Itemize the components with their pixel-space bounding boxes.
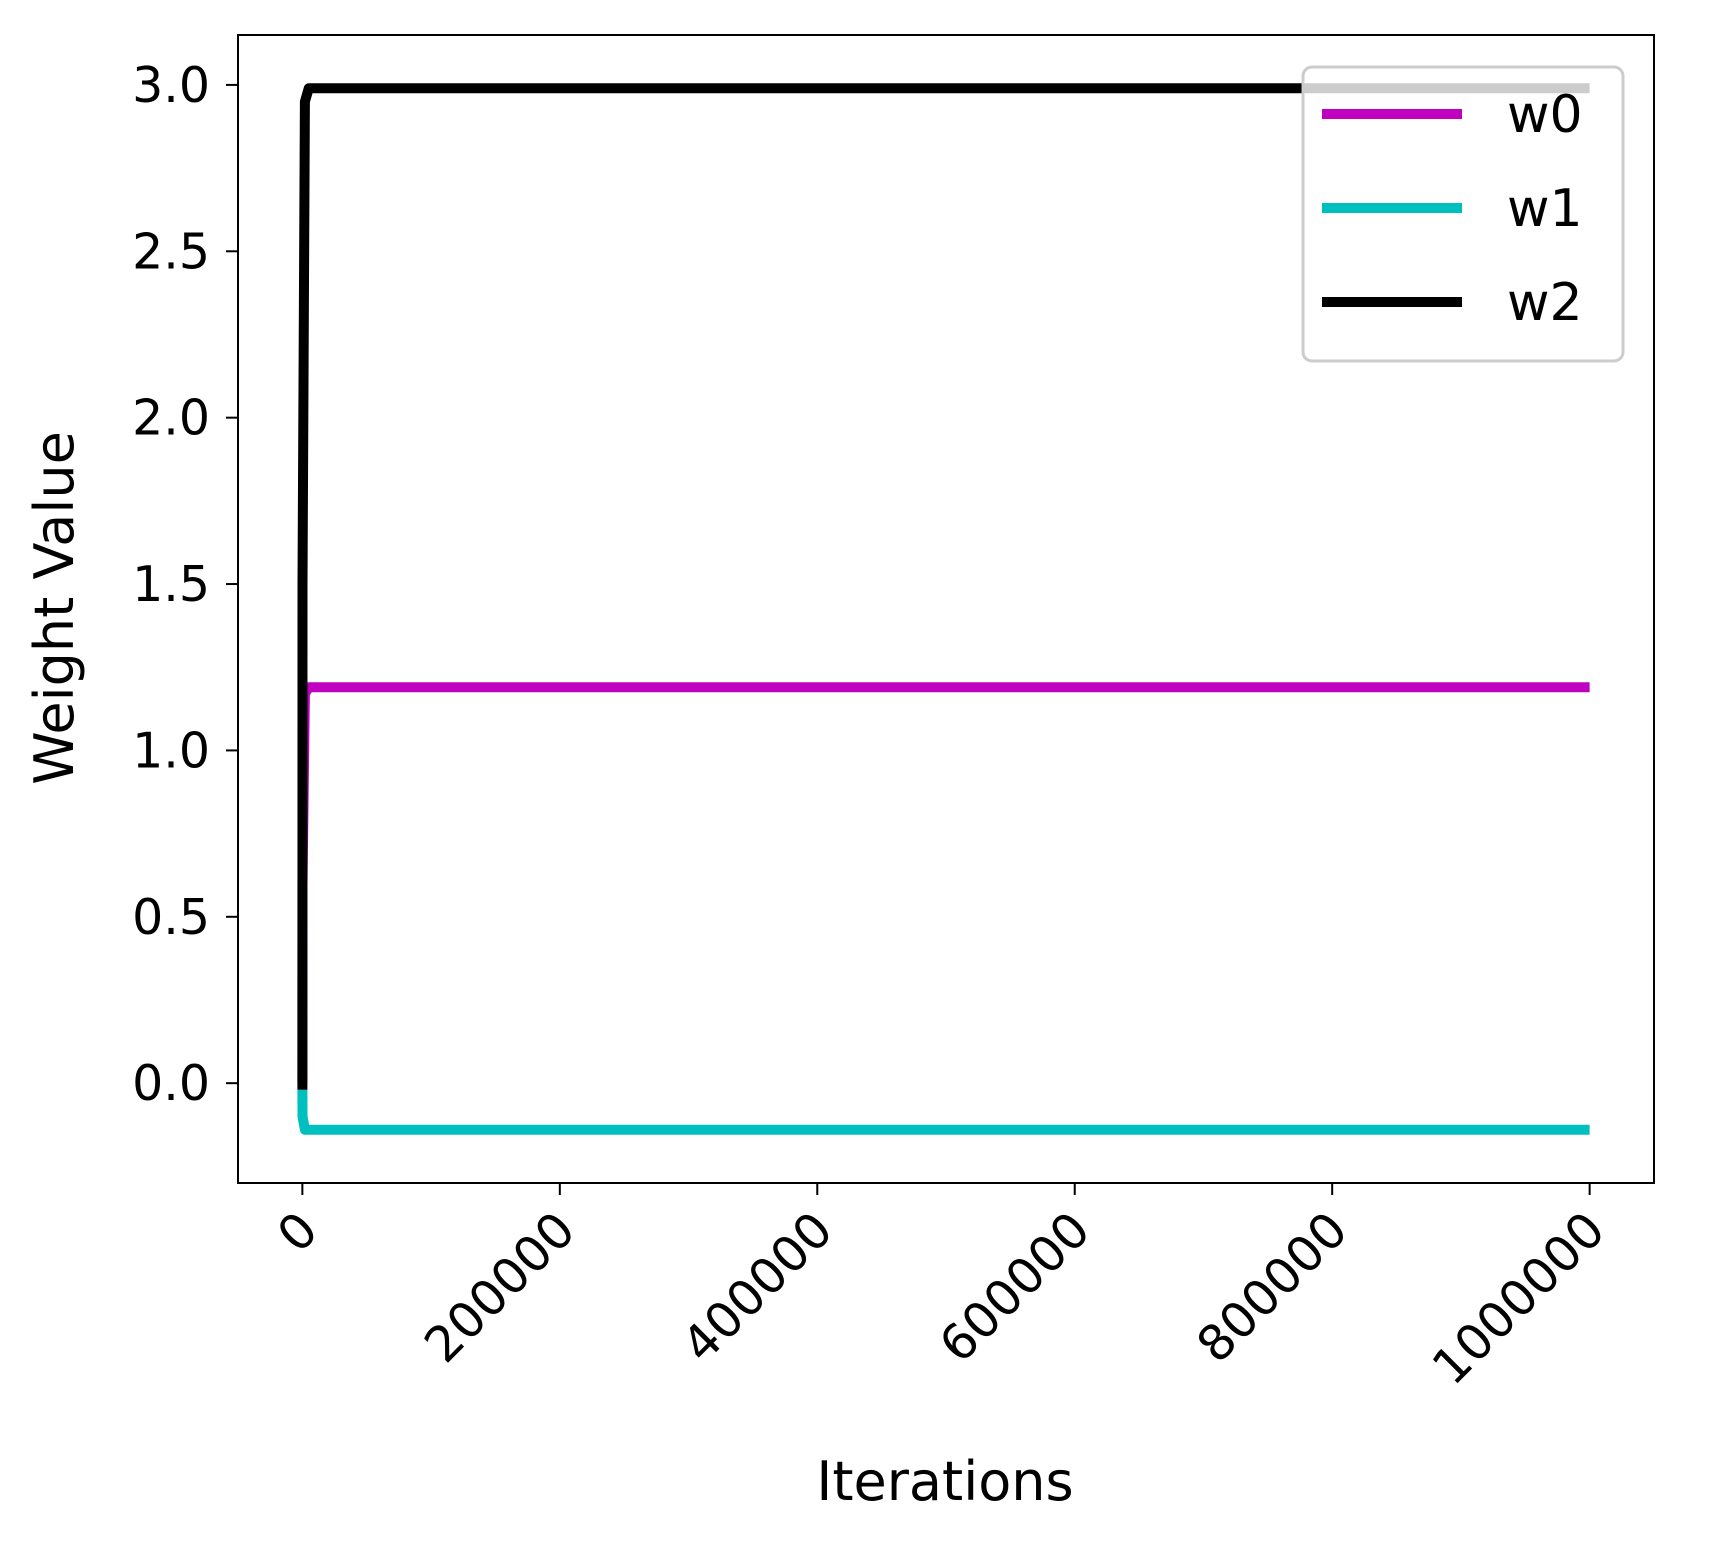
legend: w0 w1 w2 (1301, 65, 1625, 363)
y-tick-label: 1.0 (132, 722, 210, 779)
x-axis-label: Iterations (816, 1450, 1073, 1513)
y-tick-label: 0.5 (132, 889, 210, 946)
y-tick-label: 2.5 (132, 223, 210, 280)
series-line-w1 (297, 1089, 1590, 1135)
plot-frame (237, 34, 1655, 1184)
legend-label-w1: w1 (1507, 179, 1583, 239)
series-line-w2 (297, 83, 1590, 1090)
legend-box (1301, 65, 1625, 363)
legend-label-w2: w2 (1507, 273, 1583, 333)
y-axis-label: Weight Value (23, 431, 86, 785)
y-tick-label: 3.0 (132, 57, 210, 114)
y-tick-label: 0.0 (132, 1055, 210, 1112)
y-tick-label: 1.5 (132, 556, 210, 613)
y-tick-label: 2.0 (132, 390, 210, 447)
plot-area (297, 83, 1590, 1135)
legend-label-w0: w0 (1507, 85, 1583, 145)
